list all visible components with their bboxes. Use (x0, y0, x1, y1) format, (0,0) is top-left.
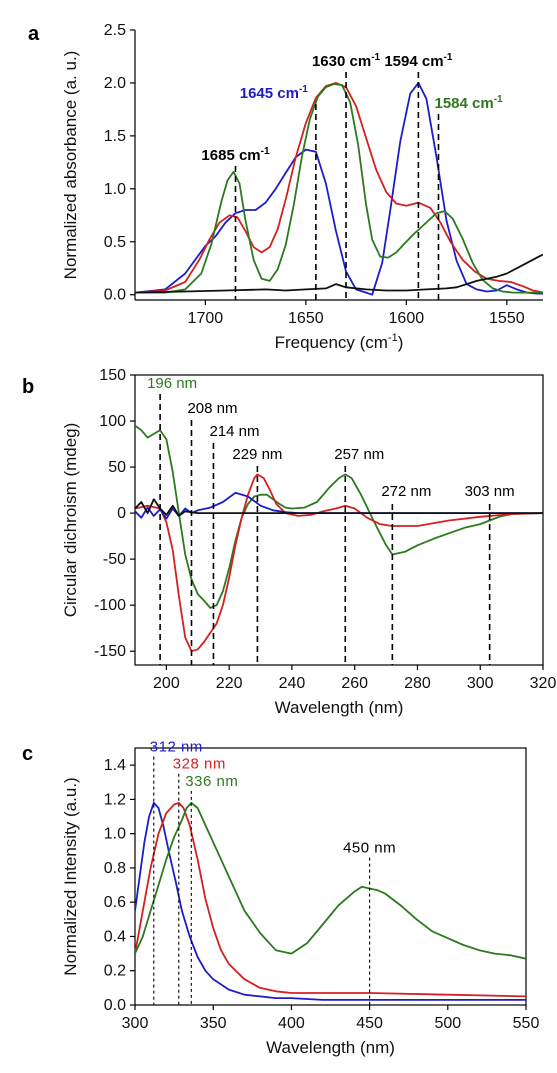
peak-label: 450 nm (343, 840, 396, 857)
plot-area (135, 424, 543, 653)
y-tick-label: -50 (103, 551, 126, 568)
x-tick-label: 280 (404, 675, 431, 692)
y-axis-title: Normalized Intensity (a.u.) (61, 777, 80, 975)
y-tick-label: -150 (94, 643, 126, 660)
peak-label: 1584 cm-1 (434, 94, 503, 112)
peak-label: 312 nm (150, 739, 203, 756)
x-tick-label: 300 (467, 675, 494, 692)
series-line-2 (135, 473, 543, 653)
x-tick-label: 320 (530, 675, 557, 692)
y-tick-label: 0 (117, 505, 126, 522)
plot-frame (134, 747, 527, 1006)
panel-letter: c (22, 743, 33, 765)
series-line-2 (135, 801, 526, 998)
chart-panel-b: b -150 -100 -50 0 50 100 150 200 220 240 260 280 300 3… (22, 367, 556, 717)
series-line-1 (135, 424, 543, 609)
x-tick-label: 260 (341, 675, 368, 692)
chart-panel-c: c 0.0 0.2 0.4 0.6 0.8 1.0 1.2 1.4 300 350 400 450 500… (22, 739, 539, 1057)
series-line-2 (135, 82, 543, 294)
y-tick-label: 0.4 (104, 928, 126, 945)
plot-frame (134, 374, 544, 666)
x-tick-label: 200 (153, 675, 180, 692)
y-tick-label: 100 (99, 413, 126, 430)
y-tick-label: 1.0 (104, 826, 126, 843)
series-line-4 (135, 498, 543, 517)
y-tick-label: 1.2 (104, 791, 126, 808)
peak-label: 272 nm (381, 483, 431, 500)
x-tick-label: 1700 (188, 310, 224, 327)
x-tick-label: 240 (279, 675, 306, 692)
peak-label: 1645 cm-1 (240, 84, 309, 102)
plot-area (135, 801, 526, 1001)
y-tick-label: 150 (99, 367, 126, 384)
peak-label: 257 nm (334, 446, 384, 463)
series-line-4 (135, 253, 543, 294)
x-axis-title: Frequency (cm-1) (275, 332, 404, 352)
x-tick-label: 300 (122, 1015, 149, 1032)
peak-label: 1685 cm-1 (201, 146, 270, 164)
panel-letter: b (22, 376, 34, 398)
x-tick-label: 550 (513, 1015, 540, 1032)
x-tick-label: 350 (200, 1015, 227, 1032)
y-tick-label: 1.4 (104, 757, 126, 774)
peak-label: 1594 cm-1 (384, 52, 453, 70)
peak-label: 229 nm (232, 446, 282, 463)
y-tick-label: 0.2 (104, 963, 126, 980)
x-axis-title: Wavelength (nm) (266, 1038, 395, 1057)
y-tick-label: 1.0 (104, 181, 126, 198)
x-tick-label: 500 (434, 1015, 461, 1032)
series-line-1 (135, 82, 543, 296)
y-axis-title: Normalized absorbance (a. u.) (61, 51, 80, 280)
y-tick-label: 0.8 (104, 860, 126, 877)
y-tick-label: 2.5 (104, 22, 126, 39)
x-tick-label: 1550 (489, 310, 525, 327)
y-axis-title: Circular dichroism (mdeg) (61, 423, 80, 618)
y-tick-label: 2.0 (104, 75, 126, 92)
peak-label: 196 nm (147, 375, 197, 392)
chart-panel-a: a 0.0 0.5 1.0 1.5 2.0 2.5 1700 1650 1600 1550 Frequ… (28, 22, 543, 352)
panel-letter: a (28, 23, 40, 45)
peak-label: 328 nm (173, 756, 226, 773)
y-tick-label: -100 (94, 597, 126, 614)
y-tick-label: 50 (108, 459, 126, 476)
series-line-3 (135, 83, 543, 294)
peak-label: 214 nm (209, 423, 259, 440)
y-tick-label: 0.6 (104, 894, 126, 911)
y-tick-label: 0.5 (104, 234, 126, 251)
peak-label: 336 nm (185, 773, 238, 790)
y-tick-label: 0.0 (104, 997, 126, 1014)
plot-area (135, 82, 543, 296)
y-tick-label: 1.5 (104, 128, 126, 145)
series-line-3 (135, 801, 526, 960)
peak-label: 303 nm (465, 483, 515, 500)
y-tick-label: 0.0 (104, 287, 126, 304)
x-tick-label: 220 (216, 675, 243, 692)
x-tick-label: 1600 (389, 310, 425, 327)
x-axis-title: Wavelength (nm) (275, 698, 404, 717)
series-line-1 (135, 801, 526, 1001)
peak-label: 1630 cm-1 (312, 52, 381, 70)
x-tick-label: 400 (278, 1015, 305, 1032)
peak-label: 208 nm (187, 400, 237, 417)
x-tick-label: 1650 (288, 310, 324, 327)
x-tick-label: 450 (356, 1015, 383, 1032)
